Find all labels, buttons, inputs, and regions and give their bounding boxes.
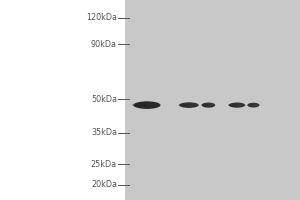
Ellipse shape: [247, 104, 253, 106]
Text: 20kDa: 20kDa: [91, 180, 117, 189]
Text: 50kDa: 50kDa: [91, 95, 117, 104]
Ellipse shape: [178, 104, 189, 107]
Ellipse shape: [202, 103, 215, 108]
Ellipse shape: [229, 103, 245, 108]
Ellipse shape: [179, 102, 199, 108]
Text: 90kDa: 90kDa: [91, 40, 117, 49]
Bar: [124, 0, 300, 200]
Text: 35kDa: 35kDa: [91, 128, 117, 137]
Ellipse shape: [134, 101, 160, 109]
Ellipse shape: [201, 104, 208, 107]
Text: 25kDa: 25kDa: [91, 160, 117, 169]
Ellipse shape: [132, 103, 147, 107]
Ellipse shape: [228, 104, 237, 107]
Text: 120kDa: 120kDa: [86, 13, 117, 22]
Ellipse shape: [248, 103, 260, 108]
